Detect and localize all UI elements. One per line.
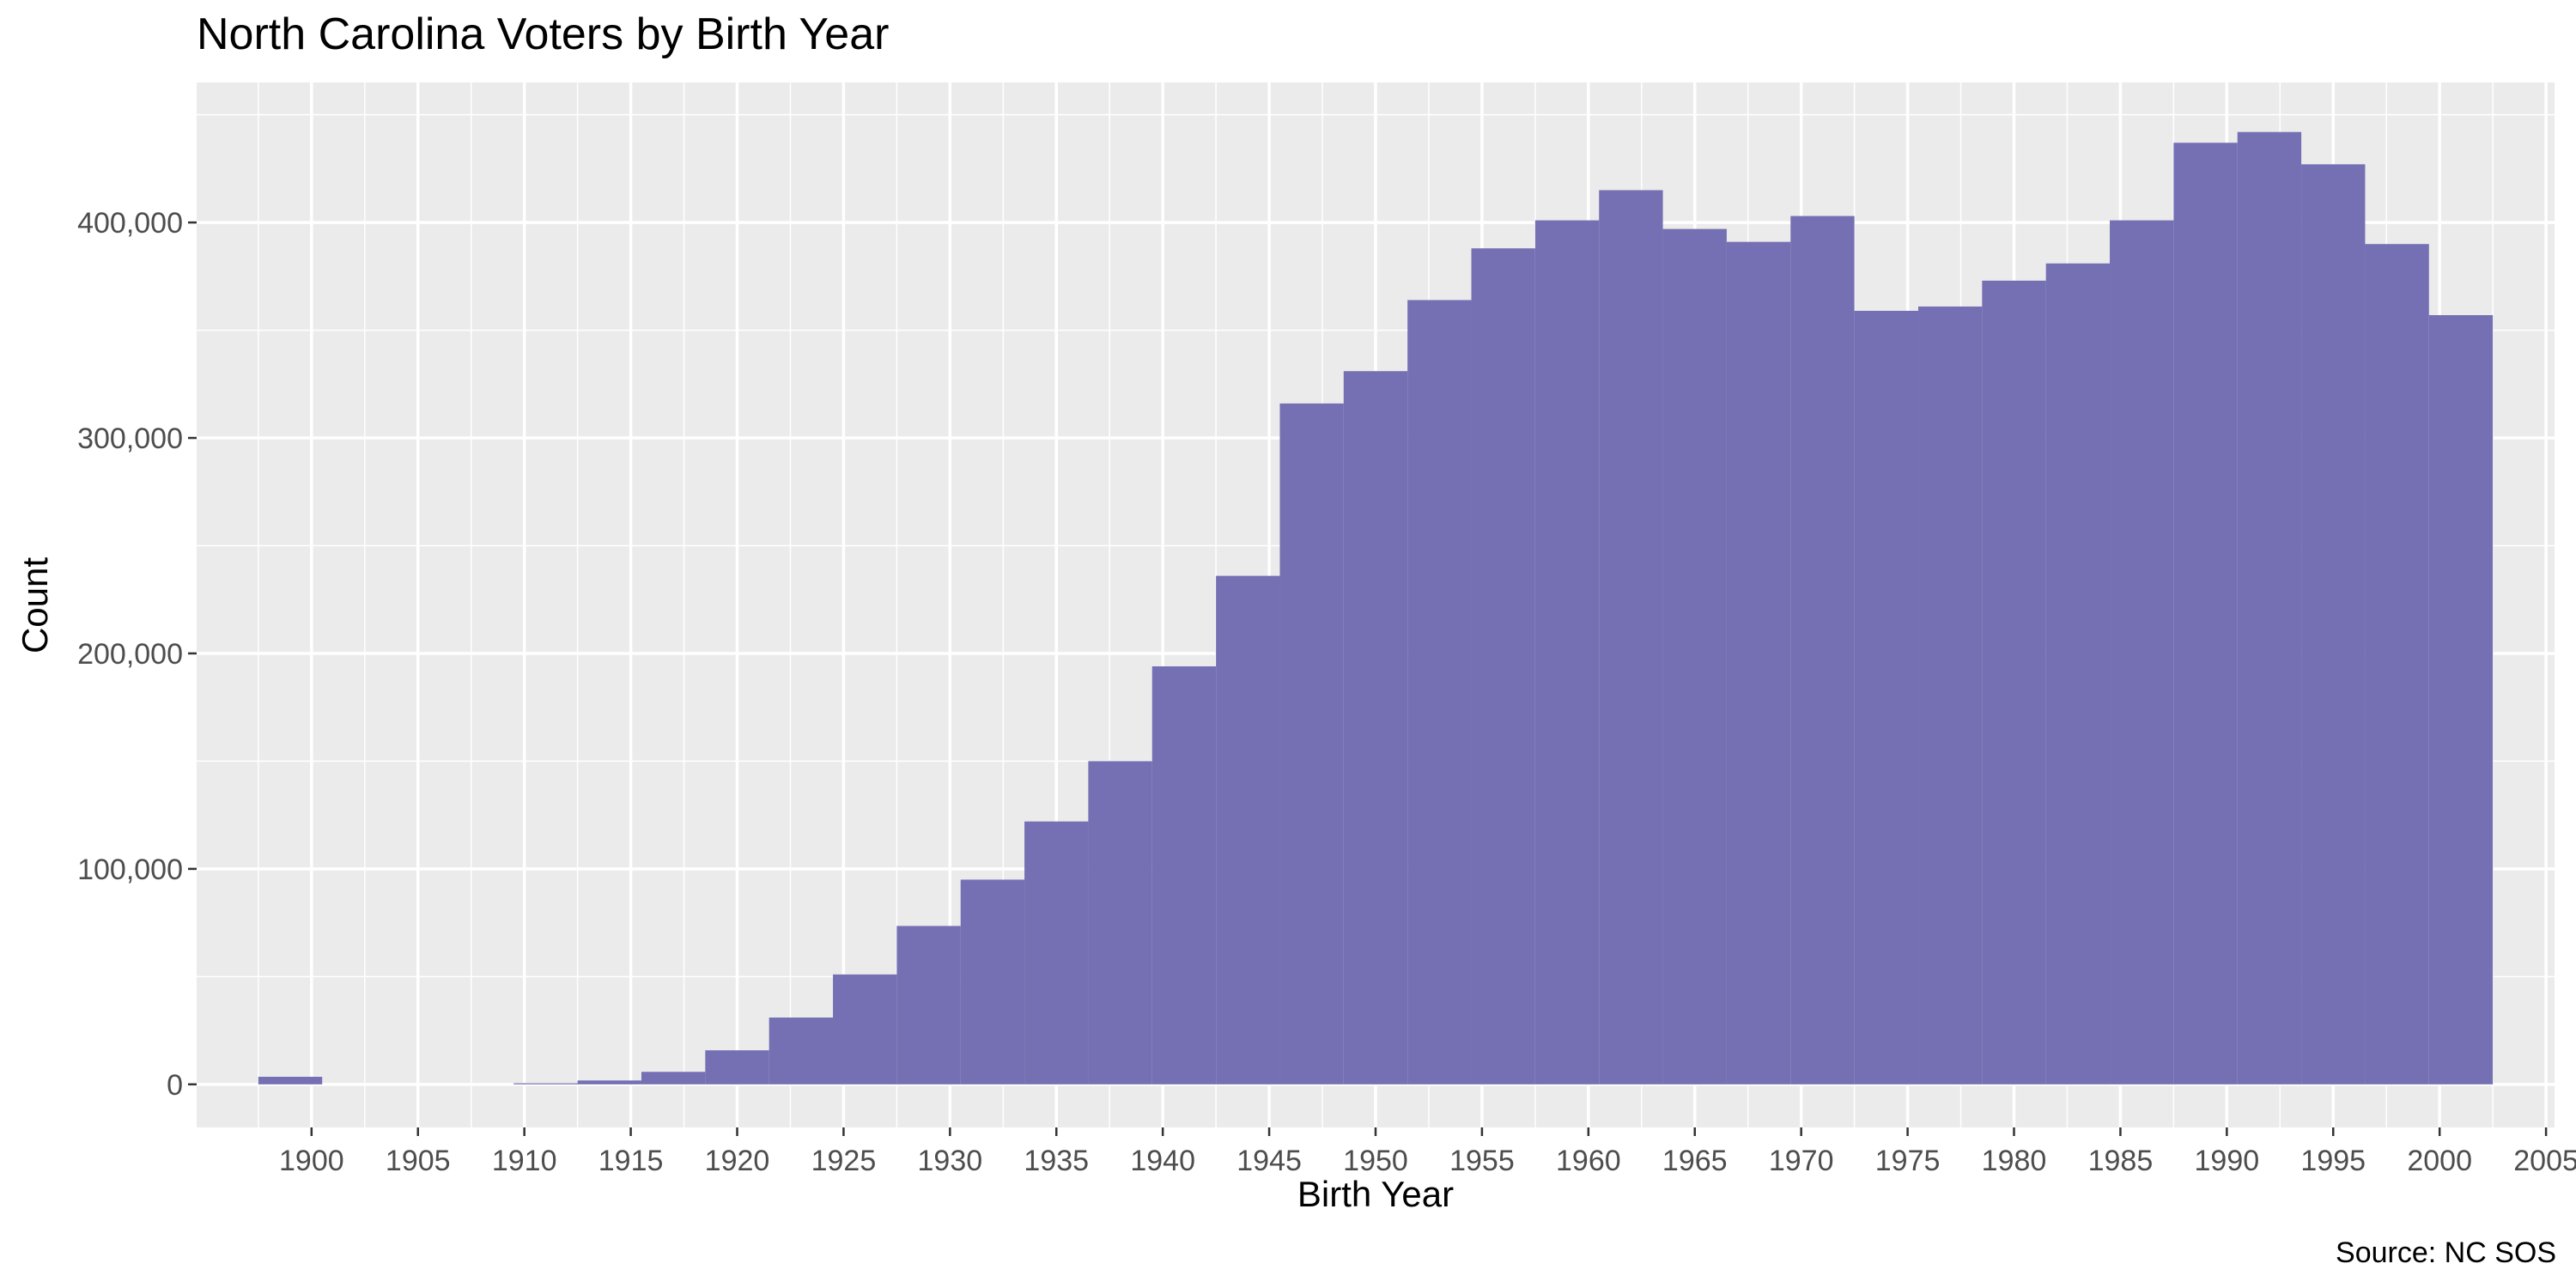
x-tick-label: 1900 — [279, 1145, 344, 1177]
x-axis-label: Birth Year — [1297, 1174, 1454, 1214]
histogram-bar — [1534, 220, 1600, 1084]
y-tick-label: 0 — [167, 1069, 183, 1102]
x-tick-label: 1970 — [1769, 1145, 1834, 1177]
x-tick-label: 1905 — [386, 1145, 451, 1177]
histogram-bar — [1279, 403, 1344, 1084]
histogram-bar — [2237, 131, 2302, 1084]
x-tick-label: 1955 — [1449, 1145, 1515, 1177]
x-tick-label: 1910 — [492, 1145, 557, 1177]
histogram-bar — [1024, 821, 1089, 1084]
histogram-bar — [258, 1077, 323, 1084]
histogram-bar — [1854, 310, 1918, 1084]
histogram-bar — [1088, 761, 1152, 1084]
histogram-bar — [896, 926, 961, 1084]
x-tick-label: 1945 — [1236, 1145, 1302, 1177]
x-tick-label: 1995 — [2300, 1145, 2366, 1177]
x-tick-label: 2005 — [2513, 1145, 2576, 1177]
histogram-bar — [1343, 371, 1408, 1084]
histogram-bar — [577, 1080, 641, 1084]
histogram-bar — [1917, 306, 1983, 1084]
x-tick-label: 1940 — [1130, 1145, 1195, 1177]
histogram-bar — [960, 879, 1025, 1084]
x-tick-label: 2000 — [2407, 1145, 2472, 1177]
y-tick-label: 100,000 — [77, 854, 183, 886]
histogram-bars — [258, 131, 2494, 1084]
histogram-bar — [1982, 280, 2046, 1084]
x-tick-label: 1980 — [1982, 1145, 2047, 1177]
y-tick-label: 400,000 — [77, 207, 183, 240]
histogram-bar — [2110, 220, 2174, 1084]
histogram-bar — [2045, 263, 2111, 1084]
histogram-bar — [2428, 315, 2494, 1084]
x-tick-label: 1950 — [1343, 1145, 1408, 1177]
x-tick-label: 1935 — [1024, 1145, 1089, 1177]
histogram-bar — [641, 1072, 706, 1084]
histogram-bar — [2173, 143, 2238, 1084]
x-tick-label: 1960 — [1556, 1145, 1621, 1177]
x-tick-label: 1965 — [1662, 1145, 1728, 1177]
y-axis: 0 100,000 200,000 300,000 400,000 — [77, 207, 197, 1102]
x-axis: 1900 1905 1910 1915 1920 1925 1930 1935 1940 1945… — [279, 1127, 2576, 1177]
x-tick-label: 1920 — [705, 1145, 770, 1177]
x-tick-label: 1915 — [598, 1145, 664, 1177]
x-tick-label: 1930 — [918, 1145, 983, 1177]
histogram-bar — [1216, 575, 1280, 1084]
histogram-bar — [1407, 300, 1472, 1084]
chart-title: North Carolina Voters by Birth Year — [197, 9, 889, 59]
x-tick-label: 1990 — [2195, 1145, 2260, 1177]
histogram-bar — [2365, 244, 2429, 1084]
source-caption: Source: NC SOS — [2336, 1236, 2556, 1269]
histogram-bar — [1726, 241, 1791, 1084]
histogram-bar — [705, 1050, 769, 1084]
x-tick-label: 1925 — [811, 1145, 877, 1177]
histogram-bar — [833, 974, 897, 1084]
histogram-bar — [2301, 164, 2366, 1084]
histogram-bar — [1151, 666, 1217, 1084]
histogram-bar — [1790, 216, 1855, 1084]
histogram-bar — [1599, 190, 1663, 1084]
histogram-bar — [1662, 228, 1727, 1084]
x-tick-label: 1975 — [1875, 1145, 1941, 1177]
histogram-bar — [1471, 248, 1535, 1084]
x-tick-label: 1985 — [2088, 1145, 2154, 1177]
y-tick-label: 300,000 — [77, 422, 183, 455]
y-tick-label: 200,000 — [77, 638, 183, 671]
histogram-bar — [769, 1018, 834, 1084]
y-axis-label: Count — [15, 557, 55, 653]
